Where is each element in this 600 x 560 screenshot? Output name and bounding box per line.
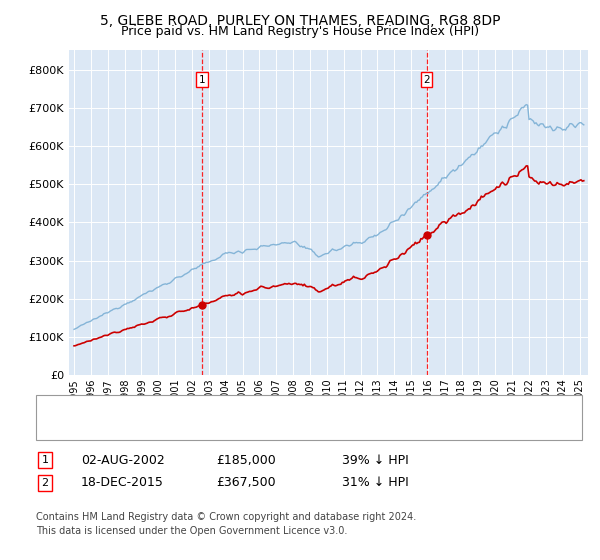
Text: 39% ↓ HPI: 39% ↓ HPI: [342, 454, 409, 467]
Text: HPI: Average price, detached house, West Berkshire: HPI: Average price, detached house, West…: [83, 422, 374, 432]
Text: 02-AUG-2002: 02-AUG-2002: [81, 454, 165, 467]
Text: 5, GLEBE ROAD, PURLEY ON THAMES, READING, RG8 8DP (detached house): 5, GLEBE ROAD, PURLEY ON THAMES, READING…: [83, 402, 506, 412]
Text: 1: 1: [199, 74, 205, 85]
Text: Contains HM Land Registry data © Crown copyright and database right 2024.: Contains HM Land Registry data © Crown c…: [36, 512, 416, 522]
Text: This data is licensed under the Open Government Licence v3.0.: This data is licensed under the Open Gov…: [36, 526, 347, 536]
Text: 5, GLEBE ROAD, PURLEY ON THAMES, READING, RG8 8DP: 5, GLEBE ROAD, PURLEY ON THAMES, READING…: [100, 14, 500, 28]
Text: Price paid vs. HM Land Registry's House Price Index (HPI): Price paid vs. HM Land Registry's House …: [121, 25, 479, 38]
Text: 1: 1: [41, 455, 49, 465]
Text: 31% ↓ HPI: 31% ↓ HPI: [342, 476, 409, 489]
Text: £367,500: £367,500: [216, 476, 275, 489]
Text: 2: 2: [41, 478, 49, 488]
Text: 2: 2: [423, 74, 430, 85]
Text: 18-DEC-2015: 18-DEC-2015: [81, 476, 164, 489]
Text: £185,000: £185,000: [216, 454, 276, 467]
